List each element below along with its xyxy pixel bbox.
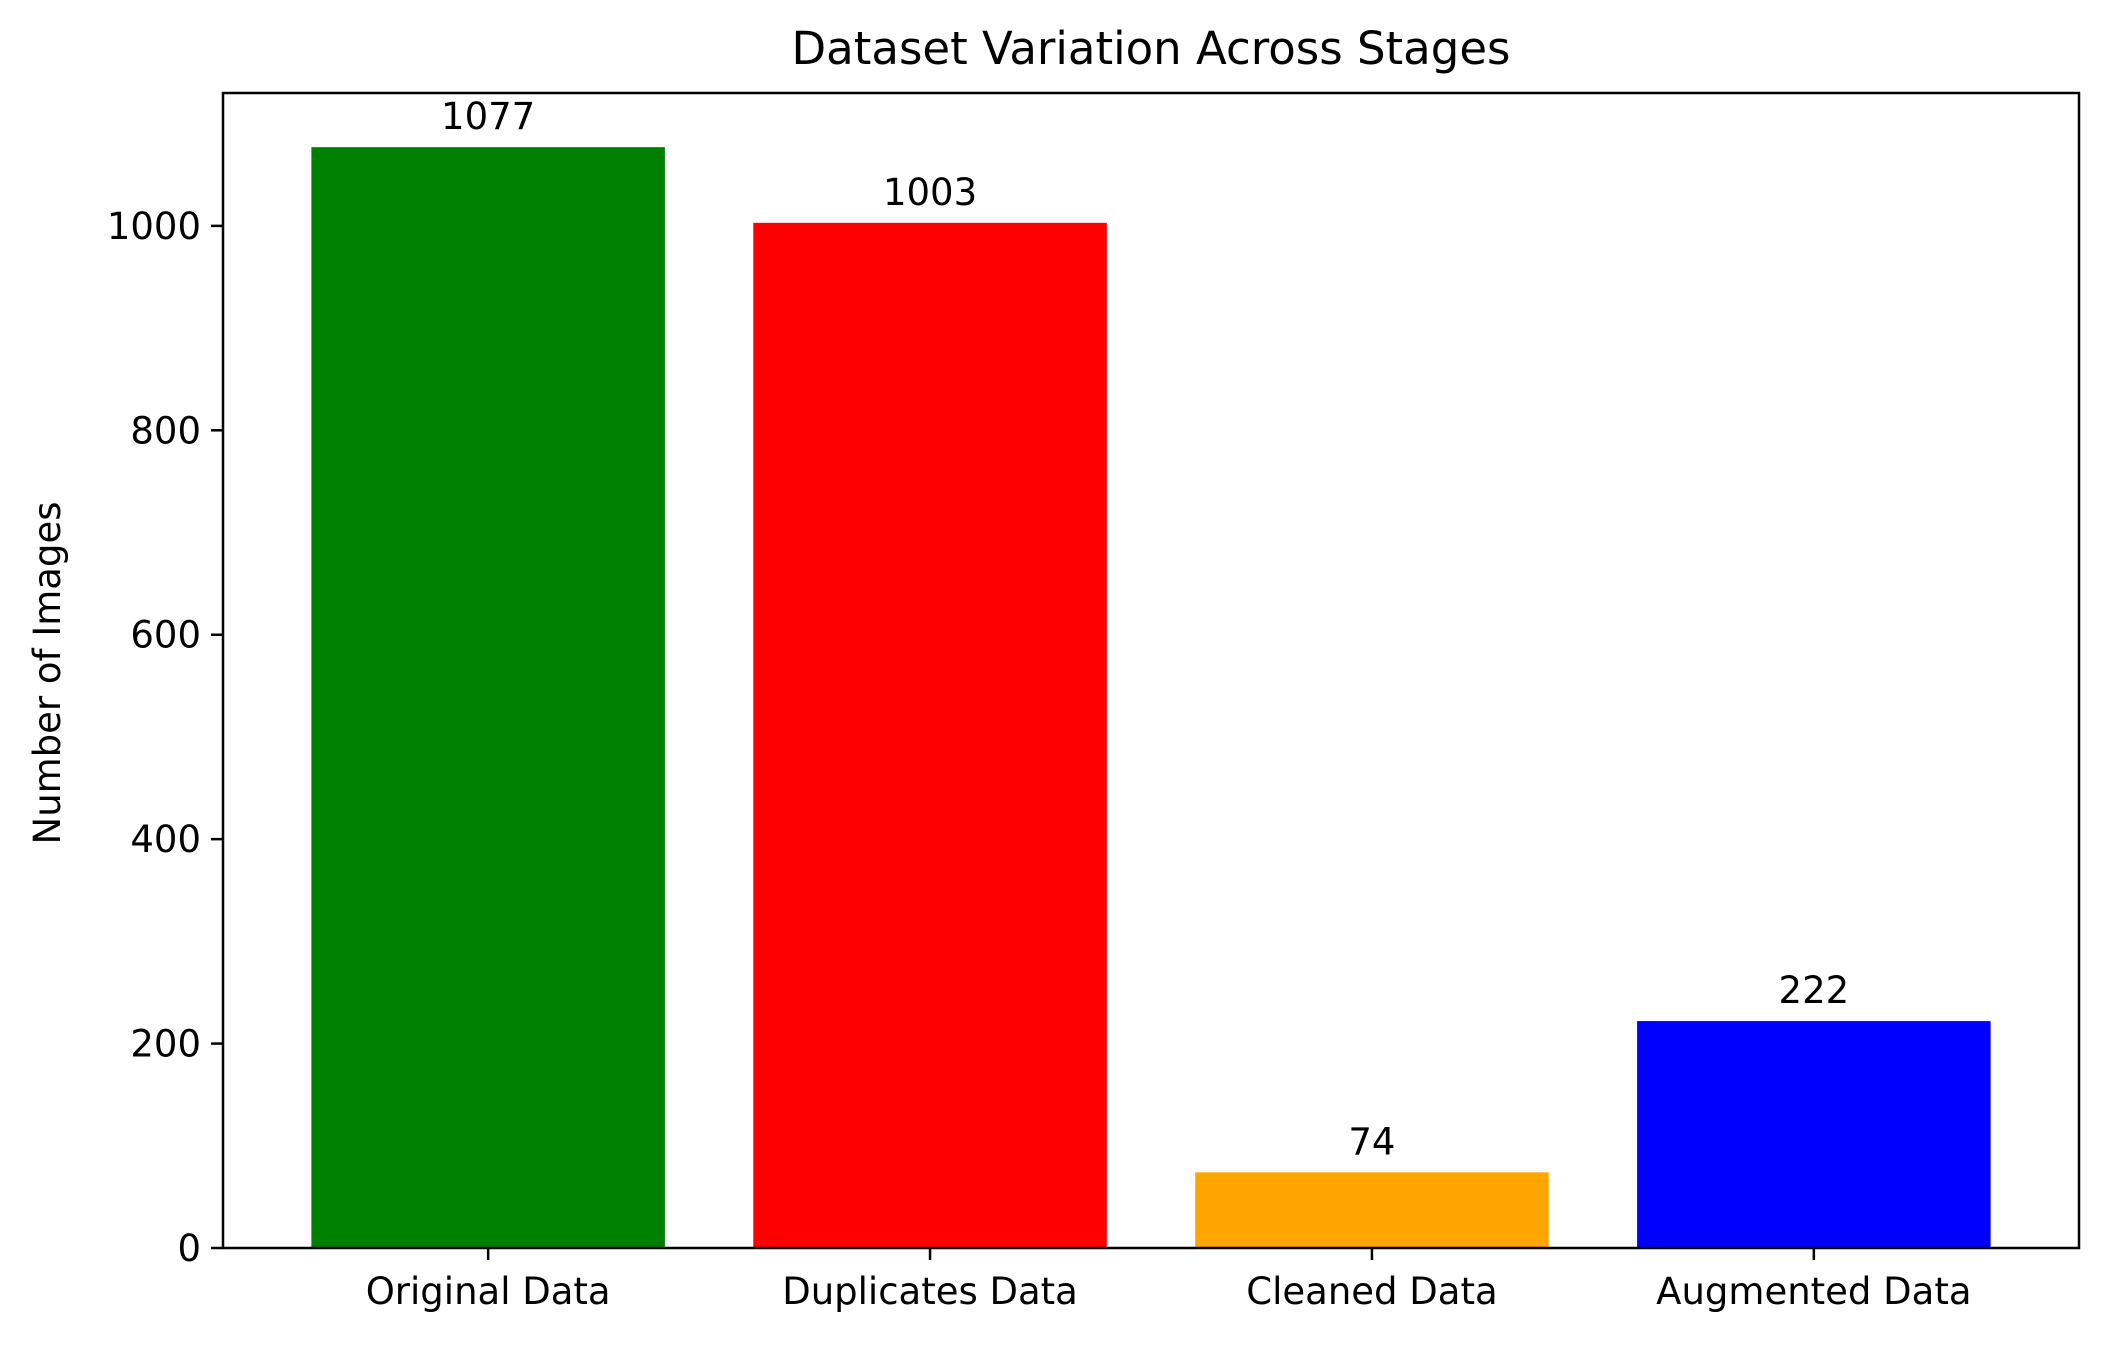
y-tick-label: 400 (130, 818, 201, 861)
data-label: 74 (1348, 1120, 1395, 1163)
y-axis-ticks: 0 200 400 600 800 1000 (107, 205, 223, 1270)
x-tick-label: Augmented Data (1656, 1270, 1971, 1313)
x-tick-label: Original Data (366, 1270, 611, 1313)
x-tick-label: Duplicates Data (782, 1270, 1078, 1313)
y-tick-label: 800 (130, 409, 201, 452)
y-tick-label: 600 (130, 614, 201, 657)
data-label: 1003 (883, 171, 977, 214)
x-tick-label: Cleaned Data (1246, 1270, 1497, 1313)
y-axis-label: Number of Images (26, 502, 69, 845)
bar-original-data (311, 147, 665, 1248)
chart-title: Dataset Variation Across Stages (792, 22, 1511, 75)
data-label: 222 (1779, 969, 1850, 1012)
bars-group (311, 147, 1991, 1249)
bar-augmented-data (1637, 1021, 1991, 1248)
y-tick-label: 0 (177, 1227, 201, 1270)
data-label: 1077 (441, 95, 535, 138)
bar-duplicates-data (753, 222, 1107, 1249)
data-labels-group: 1077 1003 74 222 (441, 95, 1849, 1163)
x-axis-ticks: Original Data Duplicates Data Cleaned Data… (366, 1248, 1972, 1313)
plot-frame (221, 91, 2081, 1250)
bar-cleaned-data (1195, 1172, 1549, 1248)
y-tick-label: 1000 (107, 205, 201, 248)
y-tick-label: 200 (130, 1023, 201, 1066)
